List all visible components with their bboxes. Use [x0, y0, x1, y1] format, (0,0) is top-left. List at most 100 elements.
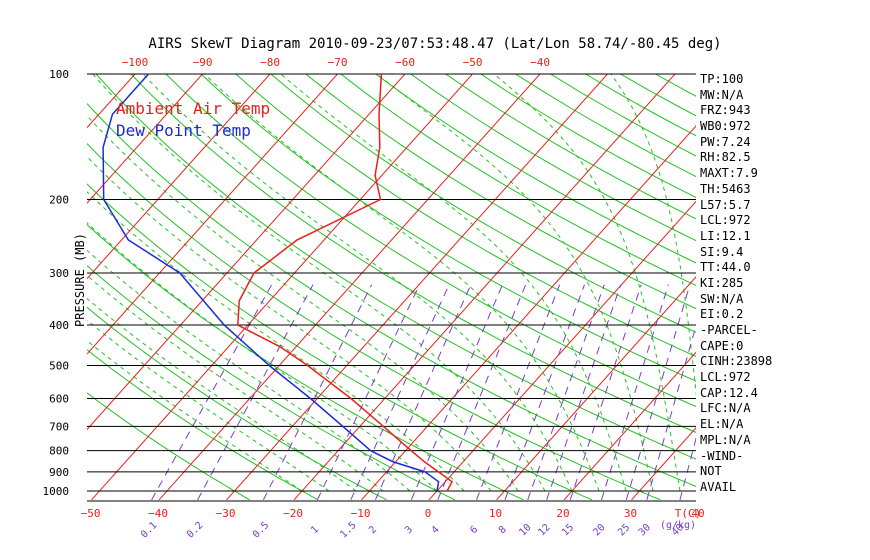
moist-adiabat — [203, 74, 600, 492]
pressure-tick-label: 400 — [49, 319, 69, 332]
mixing-ratio-unit-label: (g/kg) — [660, 520, 696, 531]
index-item: KI:285 — [700, 275, 744, 290]
moist-adiabat — [493, 74, 681, 492]
mixing-ratio-tick-label: 30 — [637, 522, 653, 538]
mixing-ratio-line — [410, 284, 503, 501]
index-item: RH:82.5 — [700, 150, 751, 165]
pressure-tick-label: 1000 — [43, 485, 70, 498]
pressure-tick-label: 200 — [49, 194, 69, 207]
isotherm — [496, 276, 696, 501]
pressure-tick-label: 300 — [49, 267, 69, 280]
pressure-tick-label: 700 — [49, 420, 69, 433]
legend-dew-point-temp: Dew Point Temp — [116, 121, 251, 140]
index-item: TP:100 — [700, 72, 744, 86]
grid — [0, 55, 870, 501]
pressure-tick-label: 900 — [49, 466, 69, 479]
dew-point-temp-line — [102, 73, 440, 492]
dry-adiabat — [165, 74, 696, 408]
mixing-ratio-tick-label: 0.2 — [185, 520, 206, 541]
moist-adiabat — [280, 74, 627, 492]
top-temp-tick-label: −100 — [122, 56, 149, 69]
moist-adiabat — [376, 74, 654, 492]
index-item: CAPE:0 — [700, 338, 744, 353]
mixing-ratio-tick-label: 0.1 — [139, 520, 160, 541]
dry-adiabat — [235, 74, 696, 357]
index-item: NOT — [700, 464, 722, 479]
dry-adiabat — [95, 74, 696, 460]
dry-adiabat — [87, 102, 696, 487]
top-temp-tick-label: −90 — [193, 56, 213, 69]
index-item: MPL:N/A — [700, 432, 751, 447]
dry-adiabat — [270, 74, 696, 333]
moist-adiabat — [610, 74, 696, 397]
index-item: L57:5.7 — [700, 197, 751, 212]
index-item: PW:7.24 — [700, 134, 751, 149]
mixing-ratio-tick-label: 8 — [497, 524, 509, 536]
mixing-ratio-line — [527, 284, 605, 501]
index-item: LCL:972 — [700, 370, 751, 385]
dry-adiabat — [87, 142, 661, 501]
moist-adiabat — [87, 249, 411, 492]
isotherm — [91, 74, 474, 501]
isotherm — [428, 200, 696, 501]
isotherm — [87, 74, 406, 431]
mixing-ratio-tick-label: 20 — [591, 522, 607, 538]
top-temp-tick-label: −40 — [530, 56, 550, 69]
isotherm — [563, 351, 696, 501]
pressure-tick-label: 600 — [49, 392, 69, 405]
bottom-temp-tick-label: −50 — [81, 507, 101, 520]
mixing-ratio-line — [569, 284, 642, 500]
dry-adiabat — [87, 306, 387, 501]
index-item: -PARCEL- — [700, 323, 758, 337]
isotherm — [0, 55, 85, 500]
dry-adiabat — [409, 74, 696, 242]
bottom-temp-tick-label: −20 — [283, 507, 303, 520]
index-item: LFC:N/A — [700, 401, 751, 416]
mixing-ratio-line — [197, 284, 314, 501]
index-item: CAP:12.4 — [700, 385, 758, 400]
index-item: WB0:972 — [700, 119, 751, 134]
isotherm — [87, 74, 271, 280]
isotherm — [158, 74, 541, 501]
mixing-ratio-tick-label: 4 — [430, 524, 442, 536]
dry-adiabat — [305, 74, 696, 310]
index-item: AVAIL — [700, 479, 737, 494]
dry-adiabat — [87, 223, 524, 501]
mixing-ratio-line — [374, 284, 472, 501]
pressure-tick-label: 100 — [49, 68, 69, 81]
dry-adiabat — [374, 74, 696, 264]
dry-adiabat — [87, 392, 250, 501]
dry-adiabat — [479, 74, 696, 199]
index-item: TT:44.0 — [700, 260, 751, 275]
bottom-temp-tick-label: 0 — [425, 507, 432, 520]
bottom-temp-tick-label: 40 — [691, 507, 704, 520]
index-item: TH:5463 — [700, 181, 751, 196]
mixing-ratio-tick-label: 2 — [367, 524, 379, 536]
mixing-ratio-line — [504, 284, 585, 501]
pressure-tick-label: 800 — [49, 445, 69, 458]
moist-adiabat — [87, 297, 357, 492]
index-item: SI:9.4 — [700, 244, 744, 259]
mixing-ratio-tick-label: 15 — [560, 522, 576, 538]
mixing-ratio-tick-label: 1.5 — [338, 520, 359, 541]
index-item: MW:N/A — [700, 87, 744, 102]
dry-adiabat — [200, 74, 696, 382]
chart-title: AIRS SkewT Diagram 2010-09-23/07:53:48.4… — [148, 36, 722, 52]
top-temp-tick-label: −50 — [463, 56, 483, 69]
mixing-ratio-line — [625, 284, 691, 500]
isotherm — [293, 74, 676, 501]
mixing-ratio-tick-label: 3 — [403, 524, 415, 536]
sounding-index-panel: TP:100 MW:N/A FRZ:943 WB0:972 PW:7.24 RH… — [700, 72, 780, 496]
dry-adiabat — [130, 74, 696, 433]
bottom-temp-tick-label: −30 — [216, 507, 236, 520]
mixing-ratio-line — [546, 284, 622, 500]
isotherm — [767, 55, 870, 500]
top-temp-tick-label: −60 — [395, 56, 415, 69]
index-item: EI:0.2 — [700, 307, 744, 322]
isotherm — [87, 74, 204, 204]
mixing-ratio-line — [601, 284, 669, 500]
index-item: CINH:23898 — [700, 354, 773, 369]
mixing-ratio-line — [350, 284, 450, 501]
bottom-temp-unit-label: T(C) — [675, 507, 702, 520]
